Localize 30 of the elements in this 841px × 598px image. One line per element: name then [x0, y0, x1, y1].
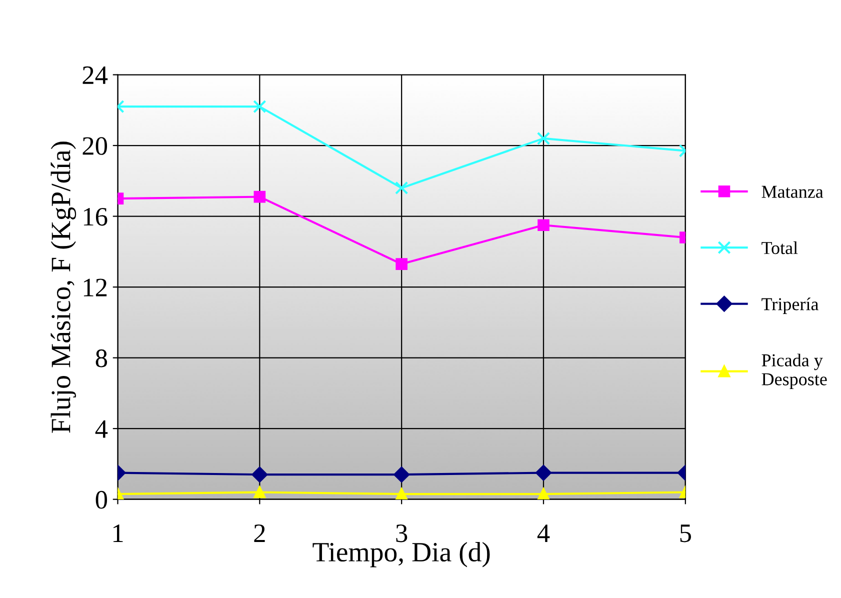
- x-tick-label: 2: [254, 524, 265, 542]
- y-axis-title: Flujo Másico, F (KgP/día): [50, 142, 76, 433]
- point: [394, 181, 408, 195]
- x-axis-title: Tiempo, Dia (d): [312, 542, 490, 568]
- y-tick-label: 16: [84, 208, 108, 226]
- point: [394, 466, 410, 482]
- legend-label: Tripería: [762, 298, 819, 314]
- point: [536, 132, 550, 146]
- x-tick-label: 3: [396, 524, 408, 542]
- y-tick-label: 12: [84, 278, 107, 296]
- point: [538, 488, 550, 500]
- point: [254, 486, 266, 498]
- point: [538, 219, 550, 232]
- y-tick-label: 4: [95, 420, 108, 438]
- y-tick-label: 0: [96, 490, 108, 509]
- legend-label: Total: [762, 241, 798, 254]
- point: [396, 258, 408, 270]
- point: [252, 466, 268, 482]
- point: [536, 464, 552, 481]
- point: [253, 100, 266, 114]
- y-tick-label: 24: [82, 66, 108, 84]
- y-tick-label: 8: [96, 349, 108, 368]
- x-tick-label: 4: [537, 524, 550, 542]
- point: [396, 488, 408, 500]
- x-tick-label: 5: [680, 524, 691, 542]
- legend-label: Picada y Desposte: [762, 354, 827, 389]
- y-tick-label: 20: [82, 137, 108, 155]
- point: [254, 190, 266, 203]
- x-tick-label: 1: [113, 524, 123, 542]
- legend-label: Matanza: [762, 186, 824, 198]
